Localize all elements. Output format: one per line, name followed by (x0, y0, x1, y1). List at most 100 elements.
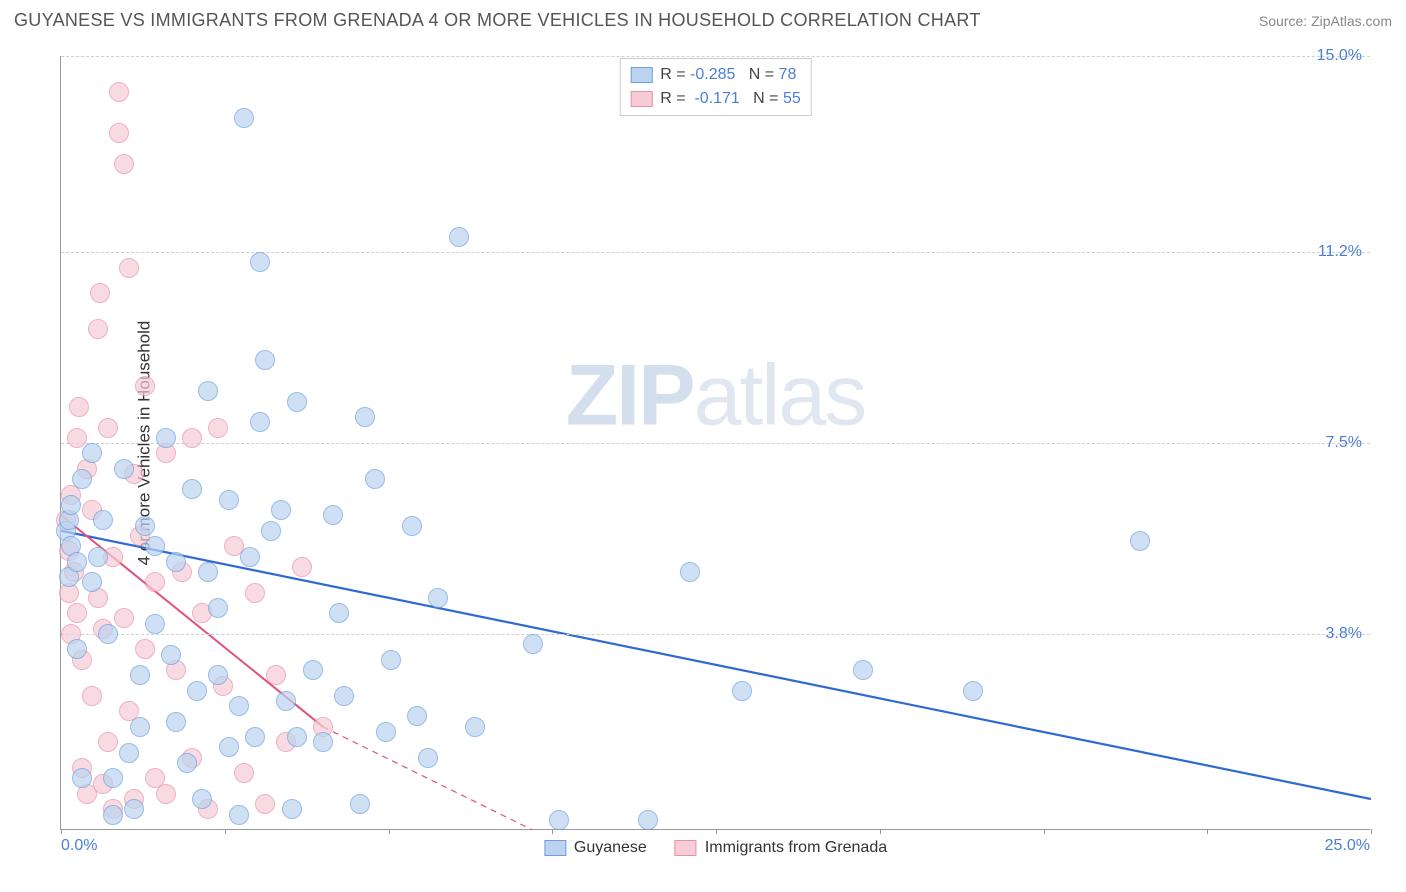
data-point-guyanese (119, 743, 139, 763)
data-point-guyanese (98, 624, 118, 644)
x-tick-mark (389, 829, 390, 834)
data-point-guyanese (323, 505, 343, 525)
data-point-grenada (135, 376, 155, 396)
gridline (61, 443, 1370, 444)
data-point-guyanese (103, 805, 123, 825)
data-point-guyanese (250, 252, 270, 272)
data-point-grenada (109, 82, 129, 102)
data-point-guyanese (166, 552, 186, 572)
data-point-guyanese (402, 516, 422, 536)
data-point-guyanese (381, 650, 401, 670)
data-point-grenada (182, 428, 202, 448)
y-tick-label: 11.2% (1318, 243, 1362, 261)
x-tick-mark (880, 829, 881, 834)
x-tick-mark (1371, 829, 1372, 834)
data-point-guyanese (329, 603, 349, 623)
legend-item-guyanese: Guyanese (544, 839, 647, 857)
data-point-guyanese (198, 562, 218, 582)
data-point-grenada (67, 603, 87, 623)
gridline (61, 56, 1370, 57)
data-point-grenada (114, 608, 134, 628)
data-point-guyanese (407, 706, 427, 726)
data-point-grenada (292, 557, 312, 577)
data-point-guyanese (72, 768, 92, 788)
data-point-guyanese (334, 686, 354, 706)
data-point-guyanese (261, 521, 281, 541)
data-point-grenada (245, 583, 265, 603)
data-point-grenada (156, 784, 176, 804)
data-point-guyanese (234, 108, 254, 128)
stats-row-guyanese: R = -0.285 N = 78 (630, 63, 801, 87)
data-point-grenada (135, 639, 155, 659)
data-point-grenada (88, 319, 108, 339)
data-point-guyanese (1130, 531, 1150, 551)
data-point-grenada (90, 283, 110, 303)
bottom-legend: Guyanese Immigrants from Grenada (544, 839, 887, 857)
data-point-guyanese (208, 598, 228, 618)
legend-item-grenada: Immigrants from Grenada (675, 839, 887, 857)
x-tick-mark (716, 829, 717, 834)
data-point-guyanese (219, 737, 239, 757)
data-point-guyanese (114, 459, 134, 479)
x-tick-mark (225, 829, 226, 834)
data-point-grenada (98, 418, 118, 438)
data-point-guyanese (145, 536, 165, 556)
data-point-guyanese (192, 789, 212, 809)
data-point-guyanese (376, 722, 396, 742)
data-point-guyanese (67, 639, 87, 659)
y-tick-label: 3.8% (1326, 625, 1362, 643)
data-point-grenada (98, 732, 118, 752)
legend-label-grenada: Immigrants from Grenada (705, 839, 887, 857)
data-point-guyanese (638, 810, 658, 830)
data-point-guyanese (365, 469, 385, 489)
x-tick-label-min: 0.0% (61, 837, 97, 855)
data-point-guyanese (523, 634, 543, 654)
legend-swatch-grenada (675, 840, 697, 856)
stats-row-grenada: R = -0.171 N = 55 (630, 87, 801, 111)
data-point-grenada (67, 428, 87, 448)
swatch-grenada (630, 91, 652, 107)
y-tick-label: 15.0% (1317, 47, 1362, 65)
data-point-guyanese (187, 681, 207, 701)
data-point-guyanese (313, 732, 333, 752)
data-point-guyanese (350, 794, 370, 814)
data-point-guyanese (219, 490, 239, 510)
chart-container: 4 or more Vehicles in Household ZIPatlas… (50, 46, 1390, 840)
data-point-guyanese (418, 748, 438, 768)
stats-text-guyanese: R = -0.285 N = 78 (660, 63, 796, 87)
swatch-guyanese (630, 67, 652, 83)
data-point-guyanese (963, 681, 983, 701)
x-tick-mark (61, 829, 62, 834)
data-point-guyanese (549, 810, 569, 830)
data-point-guyanese (287, 727, 307, 747)
watermark-suffix: atlas (694, 348, 866, 444)
data-point-grenada (82, 686, 102, 706)
data-point-guyanese (88, 547, 108, 567)
data-point-guyanese (161, 645, 181, 665)
gridline (61, 634, 1370, 635)
stats-text-grenada: R = -0.171 N = 55 (660, 87, 801, 111)
data-point-guyanese (428, 588, 448, 608)
data-point-guyanese (182, 479, 202, 499)
data-point-guyanese (198, 381, 218, 401)
data-point-guyanese (276, 691, 296, 711)
x-tick-label-max: 25.0% (1325, 837, 1370, 855)
data-point-grenada (109, 123, 129, 143)
data-point-guyanese (156, 428, 176, 448)
data-point-guyanese (229, 696, 249, 716)
data-point-guyanese (67, 552, 87, 572)
chart-header: GUYANESE VS IMMIGRANTS FROM GRENADA 4 OR… (0, 0, 1406, 37)
data-point-guyanese (853, 660, 873, 680)
data-point-grenada (114, 154, 134, 174)
watermark-prefix: ZIP (566, 348, 694, 444)
data-point-guyanese (72, 469, 92, 489)
legend-swatch-guyanese (544, 840, 566, 856)
data-point-guyanese (93, 510, 113, 530)
data-point-guyanese (303, 660, 323, 680)
data-point-guyanese (82, 572, 102, 592)
data-point-guyanese (732, 681, 752, 701)
data-point-guyanese (680, 562, 700, 582)
x-tick-mark (1044, 829, 1045, 834)
data-point-guyanese (124, 799, 144, 819)
data-point-guyanese (135, 516, 155, 536)
